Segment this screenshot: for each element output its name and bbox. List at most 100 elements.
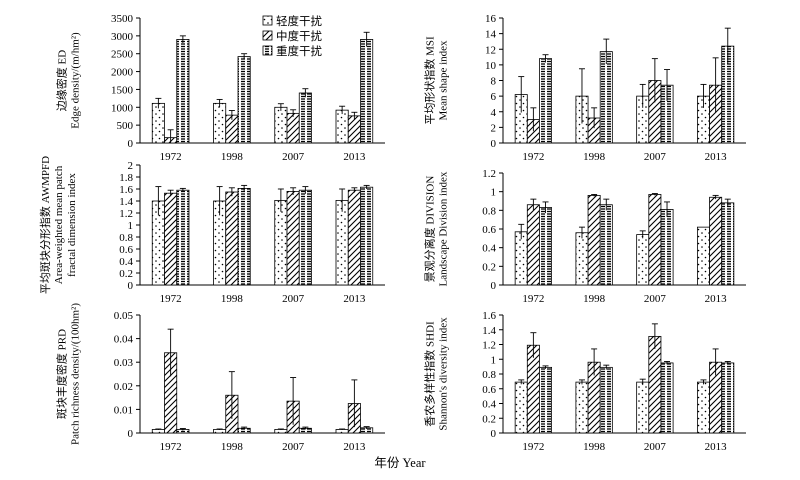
bar-moderate [709,196,723,286]
bar-group-2007 [636,193,674,286]
bar-severe [660,362,674,434]
y-tick-label: 2 [491,122,497,134]
bar-group-1972 [151,35,190,144]
bar-light [636,234,650,286]
x-tick-label: 1972 [160,293,182,305]
bar-moderate [648,194,662,286]
legend: 轻度干扰 中度干扰 重度干扰 [262,14,322,58]
x-tick-label: 1972 [522,441,544,453]
bar-moderate [347,189,361,286]
y-tick-label: 1.2 [482,168,496,180]
bar-group-1972 [514,198,553,286]
legend-label-light: 轻度干扰 [276,14,322,28]
y-tick-label: 1 [491,354,497,366]
bar-severe [360,39,374,144]
y-tick-label: 0.6 [482,224,496,236]
x-tick-label: 2007 [644,293,667,305]
bar-group-1998 [213,371,251,434]
x-tick-label: 2013 [705,441,728,453]
x-tick-label: 1972 [160,151,182,163]
bar-moderate [286,112,300,144]
bar-severe [721,362,735,434]
y-axis-label-line: 平均斑块分形指数 AWMPFD [38,156,52,294]
bar-light [514,231,528,286]
y-tick-label: 16 [485,13,497,25]
x-tick-label: 2007 [644,151,667,163]
x-tick-label: 2013 [343,441,366,453]
bar-group-1972 [514,332,553,434]
bar-group-2013 [697,194,735,286]
x-tick-label: 2007 [644,441,667,453]
bar-severe [599,51,613,144]
y-axis-label-line: Shannon's diversity index [438,317,450,431]
x-tick-label: 1998 [221,441,244,453]
y-tick-label: 0.01 [114,404,133,416]
y-tick-label: 1000 [111,102,134,114]
y-tick-label: 1 [128,220,134,232]
bar-group-1998 [213,184,251,286]
bar-group-2007 [274,377,312,434]
legend-swatch-moderate [262,30,273,41]
x-tick-label: 1972 [160,441,182,453]
y-axis-label-line: 景观分离度 DIVISION [423,176,437,283]
y-tick-label: 500 [117,120,134,132]
y-tick-label: 0.8 [482,205,496,217]
x-tick-label: 2007 [282,293,305,305]
bar-light [335,429,349,434]
y-axis-label-line: Edge density/(m/hm²) [70,32,82,129]
y-tick-label: 14 [485,29,497,41]
bar-light [575,232,589,286]
legend-item-light: 轻度干扰 [262,14,322,28]
y-tick-label: 0.02 [114,381,133,393]
bar-group-2007 [274,186,312,286]
panel-shdi: 0 0.2 0.4 0.6 0.8 1 1.2 1.4 1.6 香农多样性指数 SHDI Shann… [423,310,746,453]
bar-severe [599,204,613,286]
y-tick-label: 1.4 [119,196,133,208]
y-axis-label-line: 平均形状指数 MSI [423,36,437,125]
bar-group-1998 [575,38,613,144]
y-tick-label: 0.6 [482,384,496,396]
y-tick-label: 1.6 [119,184,133,196]
bar-group-1972 [151,186,190,286]
bar-moderate [164,192,178,286]
y-tick-label: 0 [491,138,497,150]
x-tick-label: 1998 [221,293,244,305]
panel-msi: 0 2 4 6 8 10 12 14 16 平均形状指数 MSI Mean shape index 1… [423,13,746,163]
bar-group-1998 [575,194,613,286]
y-tick-label: 0.03 [114,357,134,369]
y-tick-label: 0 [128,138,134,150]
y-tick-label: 2000 [111,67,134,79]
x-tick-label: 2007 [282,441,305,453]
y-tick-label: 3000 [111,31,134,43]
bar-group-2007 [274,88,312,144]
y-tick-label: 1500 [111,84,134,96]
bar-severe [599,366,613,434]
x-tick-label: 1998 [583,441,606,453]
y-tick-label: 0.8 [119,232,133,244]
bar-group-2013 [697,348,735,434]
y-tick-label: 0.6 [119,244,133,256]
y-axis-label-line: Patch richness density/(100hm²) [70,303,82,445]
bar-group-2013 [335,379,374,434]
bar-group-2007 [636,58,674,144]
bar-moderate [225,191,239,286]
bar-severe [539,207,553,286]
bar-severe [176,39,190,144]
bar-group-2013 [697,27,735,144]
y-tick-label: 4 [491,107,497,119]
y-tick-label: 0.8 [482,369,496,381]
x-tick-label: 2013 [343,293,366,305]
bar-severe [176,189,190,286]
bar-moderate [347,115,361,144]
y-tick-label: 0.4 [482,399,496,411]
y-tick-label: 0.2 [482,413,496,425]
y-tick-label: 0 [128,428,134,440]
bar-light [274,106,288,144]
x-tick-label: 2007 [282,151,305,163]
bar-light [514,381,528,434]
bar-group-1998 [575,348,613,434]
bar-light [636,381,650,434]
y-tick-label: 12 [485,44,496,56]
bar-severe [298,92,312,144]
